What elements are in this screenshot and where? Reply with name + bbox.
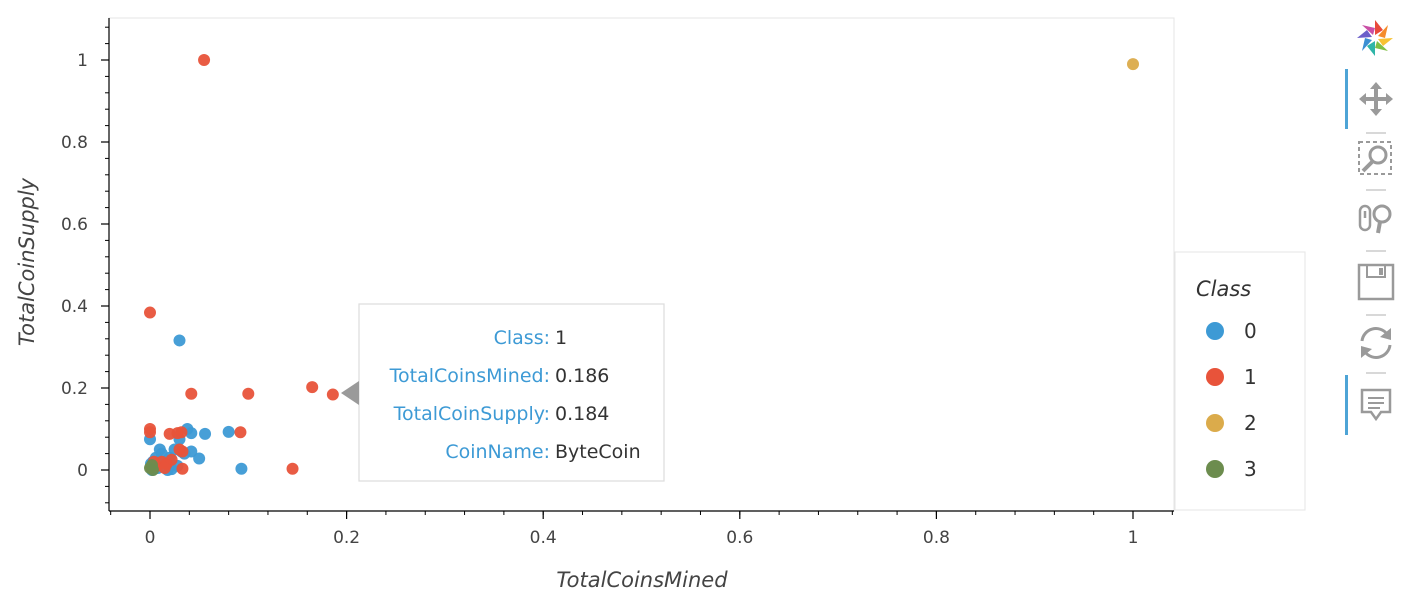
x-tick-label: 0.6: [726, 528, 753, 548]
save-tool-icon[interactable]: [1357, 263, 1395, 301]
legend-items: 0 1 2 3: [1206, 319, 1257, 481]
toolbar: [1345, 20, 1395, 435]
tooltip-value: 0.186: [555, 365, 609, 387]
wheel-zoom-tool-icon[interactable]: [1358, 204, 1392, 234]
legend-swatch-class-2[interactable]: [1206, 414, 1224, 432]
tooltip-key: TotalCoinSupply:: [393, 403, 550, 425]
scatter-point-class-1[interactable]: [176, 462, 189, 475]
tooltip-box: [358, 303, 665, 482]
reset-tool-icon[interactable]: [1360, 327, 1392, 359]
tooltip-value: 0.184: [555, 403, 609, 425]
scatter-point-class-0[interactable]: [173, 334, 186, 347]
scatter-point-class-1[interactable]: [198, 54, 211, 66]
y-tick-label: 0.8: [61, 133, 88, 153]
scatter-point-class-0[interactable]: [235, 462, 248, 475]
scatter-point-class-1[interactable]: [326, 388, 339, 401]
scatter-point-class-2[interactable]: [1127, 58, 1139, 71]
scatter-point-class-1[interactable]: [175, 426, 188, 439]
x-tick-label: 0: [145, 528, 156, 548]
hover-tool-icon[interactable]: [1360, 388, 1392, 422]
legend-label-class-0[interactable]: 0: [1244, 319, 1257, 343]
tooltip-value: ByteCoin: [555, 441, 641, 463]
pan-tool-icon[interactable]: [1359, 82, 1393, 116]
legend-box: [1174, 251, 1306, 511]
x-axis-title: TotalCoinsMined: [556, 568, 728, 592]
scatter-point-class-1[interactable]: [165, 453, 178, 466]
x-tick-label: 1: [1128, 528, 1139, 548]
y-tick-label: 0.4: [61, 297, 88, 317]
legend-swatch-class-3[interactable]: [1206, 460, 1224, 478]
scatter-point-class-1[interactable]: [286, 462, 299, 475]
scatter-point-class-1[interactable]: [144, 306, 156, 319]
scatter-point-class-0[interactable]: [193, 452, 206, 465]
y-tick-label: 0: [77, 461, 88, 481]
scatter-point-class-1[interactable]: [185, 387, 198, 400]
legend-swatch-class-0[interactable]: [1206, 322, 1224, 340]
tooltip-key: CoinName:: [445, 441, 550, 463]
y-tick-label: 0.6: [61, 215, 88, 235]
tooltip-value: 1: [555, 327, 567, 349]
scatter-point-class-0[interactable]: [185, 445, 198, 458]
scatter-point-class-0[interactable]: [222, 425, 235, 438]
y-tick-label: 0.2: [61, 379, 88, 399]
scatter-points: [144, 54, 1139, 476]
scatter-point-class-1[interactable]: [242, 387, 255, 400]
axes: 0 0.2 0.4 0.6 0.8 1 0 0.2 0.4 0.6 0.8 1: [61, 18, 1174, 548]
y-tick-label: 1: [77, 51, 88, 71]
scatter-point-class-1[interactable]: [234, 426, 247, 439]
scatter-point-class-1[interactable]: [306, 381, 319, 394]
x-tick-label: 0.2: [333, 528, 360, 548]
legend-swatch-class-1[interactable]: [1206, 368, 1224, 386]
bokeh-logo-icon: [1357, 20, 1393, 56]
pan-active-indicator: [1345, 69, 1348, 129]
x-tick-label: 0.4: [530, 528, 557, 548]
scatter-point-class-1[interactable]: [176, 445, 189, 458]
legend-label-class-1[interactable]: 1: [1244, 365, 1257, 389]
y-axis-title: TotalCoinSupply: [15, 177, 39, 346]
tooltip-pointer: [341, 381, 359, 405]
scatter-point-class-1[interactable]: [158, 461, 171, 474]
scatter-point-class-3[interactable]: [146, 464, 159, 476]
box-zoom-tool-icon[interactable]: [1358, 141, 1392, 175]
scatter-point-class-0[interactable]: [185, 427, 198, 440]
x-tick-label: 0.8: [923, 528, 950, 548]
tooltip-key: TotalCoinsMined:: [389, 365, 550, 387]
legend-label-class-2[interactable]: 2: [1244, 411, 1257, 435]
legend-label-class-3[interactable]: 3: [1244, 457, 1257, 481]
tooltip-key: Class:: [494, 327, 550, 349]
scatter-point-class-0[interactable]: [199, 427, 212, 440]
hover-active-indicator: [1345, 375, 1348, 435]
scatter-point-class-1[interactable]: [144, 426, 156, 439]
legend-title: Class: [1196, 277, 1251, 301]
